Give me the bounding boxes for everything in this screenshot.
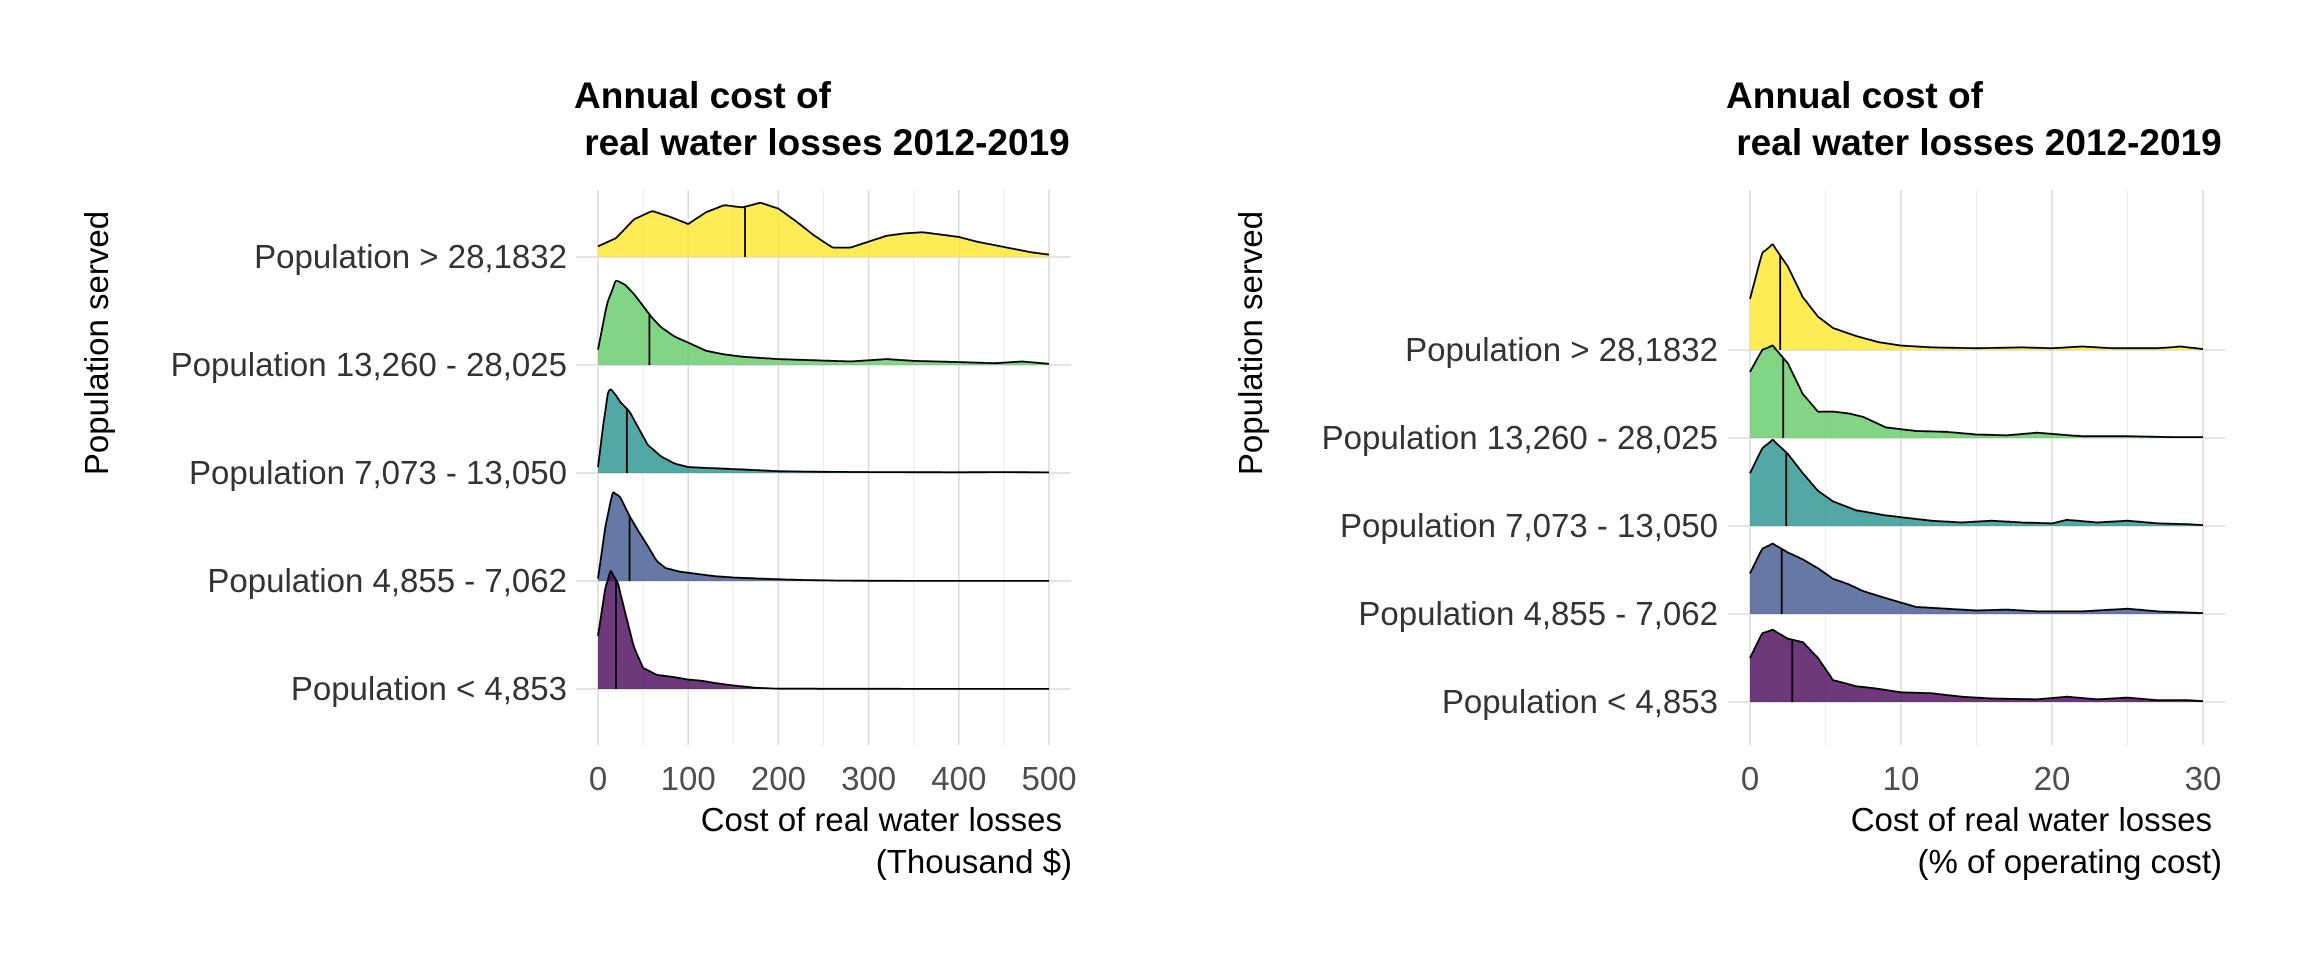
ridge-area <box>598 571 1049 689</box>
left-y-axis-title: Population served <box>78 211 115 475</box>
category-label: Population > 28,1832 <box>1405 331 1718 368</box>
category-label: Population 13,260 - 28,025 <box>171 346 567 383</box>
x-tick-label: 30 <box>2185 760 2222 797</box>
right-x-axis-title-line-2: (% of operating cost) <box>1918 843 2222 880</box>
right-category-labels: Population > 28,1832 Population 13,260 - … <box>1322 331 1718 720</box>
right-chart-title-line-1: Annual cost of <box>1726 75 1984 116</box>
ridge-1 <box>1749 628 2204 702</box>
ridge-outline <box>1749 542 2204 614</box>
x-tick-label: 400 <box>931 760 986 797</box>
ridge-area <box>1750 439 2203 526</box>
ridge-area <box>598 492 1049 581</box>
ridge-outline <box>1749 344 2203 439</box>
category-label: Population 13,260 - 28,025 <box>1322 419 1718 456</box>
ridge-5 <box>1749 243 2204 350</box>
category-label: Population 4,855 - 7,062 <box>207 562 567 599</box>
ridge-outline <box>1749 438 2204 526</box>
left-chart-title-line-2: real water losses 2012-2019 <box>574 122 1070 163</box>
category-label: Population < 4,853 <box>1442 683 1718 720</box>
x-tick-label: 500 <box>1021 760 1076 797</box>
right-y-axis-title: Population served <box>1232 211 1269 475</box>
x-tick-label: 10 <box>1883 760 1920 797</box>
ridge-5 <box>597 201 1050 257</box>
left-chart-title-line-1: Annual cost of <box>574 75 832 116</box>
ridge-outline <box>597 388 1049 474</box>
ridge-area <box>598 202 1049 257</box>
ridge-3 <box>597 388 1049 474</box>
ridge-1 <box>597 570 1049 690</box>
category-label: Population 7,073 - 13,050 <box>189 454 567 491</box>
right-ridges <box>1749 243 2204 702</box>
ridge-area <box>1750 543 2203 614</box>
category-label: Population < 4,853 <box>291 670 567 707</box>
ridge-3 <box>1749 438 2204 526</box>
ridge-area <box>598 280 1049 365</box>
ridge-4 <box>597 279 1050 365</box>
ridge-outline <box>597 201 1050 256</box>
ridge-outline <box>597 279 1050 365</box>
right-chart-title-line-2: real water losses 2012-2019 <box>1726 122 2222 163</box>
ridge-area <box>1750 345 2203 438</box>
left-chart-panel: 0 100 200 300 400 500 Population > 28,1832Pop… <box>78 75 1077 880</box>
left-category-labels: Population > 28,1832 Population 13,260 - … <box>171 238 567 707</box>
x-tick-label: 100 <box>661 760 716 797</box>
ridge-2 <box>597 491 1049 582</box>
right-x-axis-title-line-1: Cost of real water losses <box>1851 801 2212 838</box>
ridge-outline <box>1749 243 2204 350</box>
x-tick-label: 0 <box>589 760 607 797</box>
ridge-2 <box>1749 542 2204 614</box>
ridge-4 <box>1749 344 2203 439</box>
ridge-outline <box>597 491 1049 582</box>
ridge-area <box>1750 629 2203 702</box>
left-x-axis-title-line-1: Cost of real water losses <box>701 801 1062 838</box>
category-label: Population 7,073 - 13,050 <box>1340 507 1718 544</box>
left-ridges <box>597 201 1050 690</box>
ridge-outline <box>1749 628 2204 702</box>
ridge-outline <box>597 570 1049 690</box>
right-x-tick-labels: 0 10 20 30 <box>1741 760 2222 797</box>
category-label: Population 4,855 - 7,062 <box>1358 595 1718 632</box>
x-tick-label: 200 <box>751 760 806 797</box>
x-tick-label: 0 <box>1741 760 1759 797</box>
ridge-area <box>1750 244 2203 350</box>
x-tick-label: 20 <box>2034 760 2071 797</box>
left-x-axis-title-line-2: (Thousand $) <box>876 843 1072 880</box>
category-label: Population > 28,1832 <box>254 238 567 275</box>
x-tick-label: 300 <box>841 760 896 797</box>
left-x-tick-labels: 0 100 200 300 400 500 <box>589 760 1077 797</box>
right-chart-panel: 0 10 20 30 Population > 28,1832 Population 1… <box>1232 75 2225 880</box>
ridge-area <box>598 389 1049 473</box>
